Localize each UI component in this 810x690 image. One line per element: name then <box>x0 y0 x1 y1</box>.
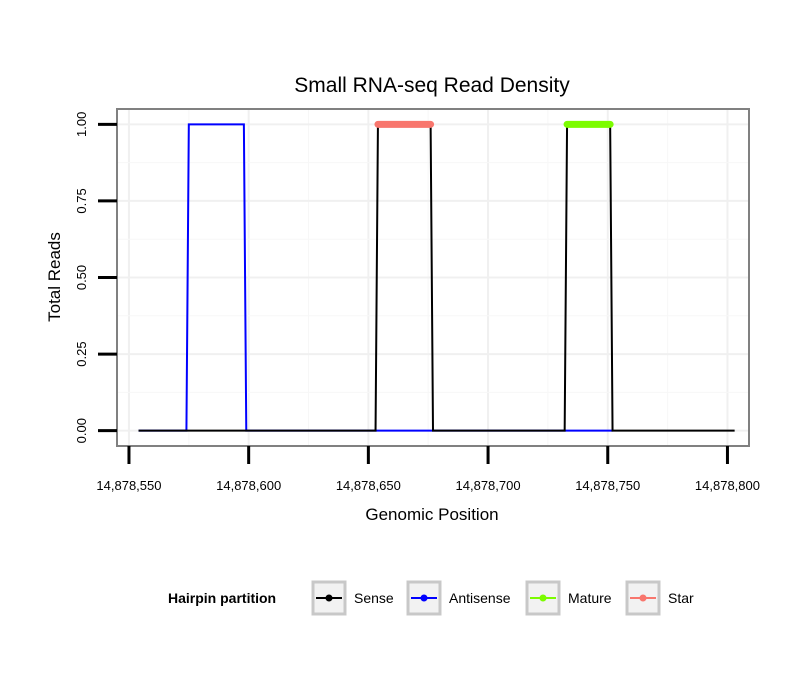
y-tick-label: 1.00 <box>74 112 89 137</box>
legend-title: Hairpin partition <box>168 590 276 606</box>
legend-dot-sense <box>325 594 333 602</box>
legend-label-star: Star <box>668 590 694 606</box>
legend-label-sense: Sense <box>354 590 394 606</box>
y-tick-label: 0.75 <box>74 188 89 213</box>
y-axis: 0.00 0.25 0.50 0.75 1.00 <box>74 112 117 443</box>
legend-dot-antisense <box>420 594 428 602</box>
legend-dot-mature <box>539 594 547 602</box>
x-tick-label: 14,878,650 <box>336 478 401 493</box>
legend: Hairpin partition Sense Antisense Mature St… <box>168 580 694 616</box>
x-tick-label: 14,878,750 <box>575 478 640 493</box>
x-axis: 14,878,550 14,878,600 14,878,650 14,878,700… <box>96 446 760 493</box>
y-tick-label: 0.00 <box>74 418 89 443</box>
x-tick-label: 14,878,800 <box>695 478 760 493</box>
x-tick-label: 14,878,700 <box>456 478 521 493</box>
x-tick-label: 14,878,550 <box>96 478 161 493</box>
series-sense-line <box>138 123 735 432</box>
legend-label-antisense: Antisense <box>449 590 511 606</box>
series-group <box>138 120 735 432</box>
chart-title: Small RNA-seq Read Density <box>294 74 570 97</box>
y-tick-label: 0.25 <box>74 341 89 366</box>
legend-label-mature: Mature <box>568 590 612 606</box>
x-axis-title: Genomic Position <box>365 505 498 524</box>
y-tick-label: 0.50 <box>74 265 89 290</box>
legend-dot-star <box>639 594 647 602</box>
y-axis-title: Total Reads <box>45 232 64 322</box>
x-tick-label: 14,878,600 <box>216 478 281 493</box>
